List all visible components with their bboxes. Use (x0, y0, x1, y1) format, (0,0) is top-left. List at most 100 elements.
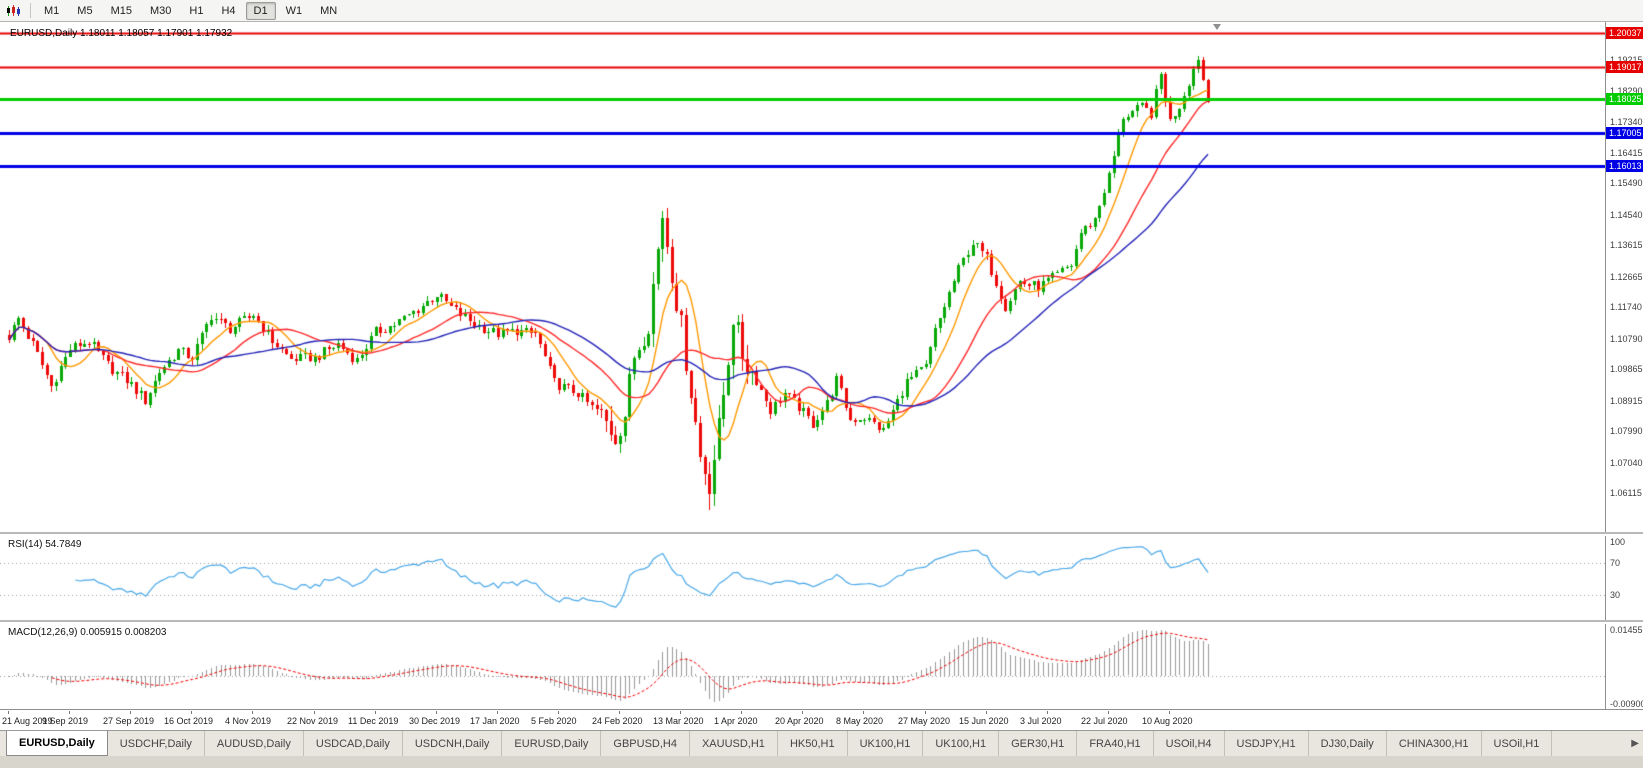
rsi-axis-label: 100 (1610, 537, 1626, 547)
timeframe-button-m1[interactable]: M1 (44, 4, 60, 17)
price-axis-label: 1.12665 (1610, 271, 1643, 282)
time-axis-label: 30 Dec 2019 (409, 716, 461, 726)
price-axis-label: 1.13615 (1610, 240, 1643, 251)
price-axis-label: 1.16415 (1610, 147, 1643, 158)
timeframe-button-d1[interactable]: D1 (245, 1, 276, 20)
timeframe-button-m15[interactable]: M15 (110, 4, 132, 17)
time-axis-tick (436, 711, 437, 714)
time-axis-label: 22 Jul 2020 (1081, 716, 1128, 726)
main-chart-panel: EURUSD,Daily 1.18011 1.18057 1.17901 1.1… (0, 22, 1643, 534)
time-axis-label: 5 Feb 2020 (531, 716, 577, 726)
chart-tab-usdchf-daily[interactable]: USDCHF,Daily (108, 731, 205, 756)
price-chart-canvas[interactable] (0, 22, 1605, 534)
time-axis-label: 17 Jan 2020 (470, 716, 520, 726)
macd-axis-label: 0.014556 (1610, 625, 1643, 635)
time-axis-tick (497, 711, 498, 714)
chart-tab-fra40-h1[interactable]: FRA40,H1 (1077, 731, 1154, 756)
chart-shift-marker-icon[interactable] (1213, 24, 1221, 30)
hline-price-badge[interactable]: 1.20037 (1606, 27, 1643, 39)
hline-price-badge[interactable]: 1.18025 (1606, 93, 1643, 106)
chart-tab-usdcad-daily[interactable]: USDCAD,Daily (304, 731, 403, 756)
time-axis-tick (69, 711, 70, 714)
chart-ohlc-title: EURUSD,Daily 1.18011 1.18057 1.17901 1.1… (10, 28, 232, 39)
rsi-panel: RSI(14) 54.7849 100 70 30 (0, 536, 1643, 622)
chart-tab-eurusd-daily[interactable]: EURUSD,Daily (502, 731, 602, 756)
chart-tab-audusd-daily[interactable]: AUDUSD,Daily (205, 731, 304, 756)
time-axis-label: 24 Feb 2020 (592, 716, 643, 726)
chart-tab-dj30-daily[interactable]: DJ30,Daily (1309, 731, 1387, 756)
time-axis-tick (130, 711, 131, 714)
chart-tab-china300-h1[interactable]: CHINA300,H1 (1387, 731, 1482, 756)
toolbar-separator (30, 3, 31, 18)
chart-tab-usdcnh-daily[interactable]: USDCNH,Daily (403, 731, 503, 756)
time-axis-tick (8, 711, 9, 714)
hline-price-badge[interactable]: 1.19017 (1606, 60, 1643, 73)
time-axis-tick (558, 711, 559, 714)
chart-icon (5, 3, 23, 19)
time-axis-tick (986, 711, 987, 714)
time-axis-label: 16 Oct 2019 (164, 716, 214, 726)
rsi-label: RSI(14) 54.7849 (8, 539, 82, 550)
price-axis-label: 1.19215 (1610, 55, 1643, 65)
price-axis-label: 1.07990 (1610, 426, 1643, 437)
time-axis-label: 21 Aug 2019 (2, 716, 53, 726)
timeframe-button-m5[interactable]: M5 (77, 4, 93, 17)
time-axis-label: 13 Mar 2020 (653, 716, 704, 726)
time-axis-label: 11 Dec 2019 (348, 716, 399, 726)
time-axis-label: 20 Apr 2020 (775, 716, 824, 726)
chart-tab-ger30-h1[interactable]: GER30,H1 (999, 731, 1078, 756)
chart-tab-uk100-h1[interactable]: UK100,H1 (923, 731, 1000, 756)
rsi-axis-label: 30 (1610, 589, 1621, 600)
chart-tab-uk100-h1[interactable]: UK100,H1 (848, 731, 924, 756)
time-axis-tick (680, 711, 681, 714)
chart-ohlc-values: 1.18011 1.18057 1.17901 1.17932 (80, 28, 233, 39)
tab-scroll-right-button[interactable]: ▶ (1631, 738, 1639, 749)
time-axis-tick (925, 711, 926, 714)
chart-symbol-label: EURUSD,Daily (10, 28, 78, 39)
chart-tab-usoil-h4[interactable]: USOil,H4 (1154, 731, 1225, 756)
time-axis-label: 1 Apr 2020 (714, 716, 758, 726)
hline-price-badge[interactable]: 1.17005 (1606, 127, 1643, 140)
time-axis-label: 27 May 2020 (898, 716, 951, 726)
window-bottom-strip (0, 756, 1643, 768)
time-axis-tick (1108, 711, 1109, 714)
time-axis-tick (375, 711, 376, 714)
chart-tab-gbpusd-h4[interactable]: GBPUSD,H4 (601, 731, 690, 756)
chart-tabs-bar: EURUSD,Daily USDCHF,Daily AUDUSD,Daily USDC… (0, 730, 1643, 756)
chart-tab-hk50-h1[interactable]: HK50,H1 (778, 731, 848, 756)
time-axis-label: 10 Aug 2020 (1142, 716, 1193, 726)
rsi-canvas[interactable] (0, 536, 1605, 622)
time-axis-tick (1169, 711, 1170, 714)
time-axis-label: 4 Nov 2019 (225, 716, 272, 726)
time-axis-tick (741, 711, 742, 714)
time-axis[interactable]: 21 Aug 2019 9 Sep 2019 27 Sep 2019 16 Oct 2… (0, 711, 1643, 730)
time-axis-tick (314, 711, 315, 714)
chart-tab-xauusd-h1[interactable]: XAUUSD,H1 (690, 731, 778, 756)
time-axis-label: 9 Sep 2019 (42, 716, 89, 726)
time-axis-tick (1047, 711, 1048, 714)
hline-price-badge[interactable]: 1.16013 (1606, 159, 1643, 172)
price-axis-label: 1.14540 (1610, 209, 1643, 220)
chart-tab-usoil-h1[interactable]: USOil,H1 (1482, 731, 1553, 756)
chart-tab-usdjpy-h1[interactable]: USDJPY,H1 (1225, 731, 1309, 756)
timeframe-button-h4[interactable]: H4 (221, 4, 236, 17)
time-axis-tick (191, 711, 192, 714)
price-axis-label: 1.11740 (1610, 302, 1642, 313)
timeframe-button-h1[interactable]: H1 (189, 4, 204, 17)
macd-panel: MACD(12,26,9) 0.005915 0.008203 0.014556… (0, 624, 1643, 710)
rsi-axis[interactable]: 100 70 30 (1605, 536, 1643, 620)
time-axis-label: 8 May 2020 (836, 716, 884, 726)
time-axis-label: 22 Nov 2019 (287, 716, 339, 726)
timeframe-button-w1[interactable]: W1 (285, 4, 303, 17)
chart-tab-eurusd-daily[interactable]: EURUSD,Daily (6, 731, 108, 756)
price-axis[interactable]: 1.19215 1.18290 1.17340 1.16415 1.15490 1.145… (1605, 22, 1643, 532)
macd-canvas[interactable] (0, 624, 1605, 710)
rsi-axis-label: 70 (1610, 558, 1621, 569)
macd-axis[interactable]: 0.014556 -0.009001 (1605, 624, 1643, 709)
time-axis-label: 15 Jun 2020 (959, 716, 1009, 726)
timeframe-button-mn[interactable]: MN (320, 4, 338, 17)
price-axis-label: 1.15490 (1610, 178, 1643, 189)
timeframe-button-m30[interactable]: M30 (149, 4, 172, 17)
time-axis-tick (252, 711, 253, 714)
